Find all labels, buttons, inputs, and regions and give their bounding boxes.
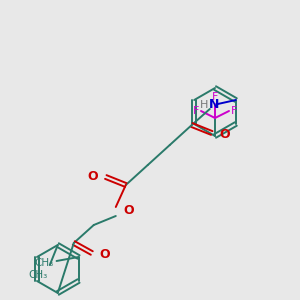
Text: F: F xyxy=(193,106,199,116)
Text: O: O xyxy=(100,248,110,260)
Text: CH₃: CH₃ xyxy=(34,258,54,268)
Text: O: O xyxy=(124,203,134,217)
Text: CH₃: CH₃ xyxy=(28,270,48,280)
Text: F: F xyxy=(212,92,218,102)
Text: O: O xyxy=(220,128,230,140)
Text: O: O xyxy=(87,169,98,182)
Text: F: F xyxy=(231,106,237,116)
Text: H: H xyxy=(200,100,208,110)
Text: N: N xyxy=(208,98,219,112)
